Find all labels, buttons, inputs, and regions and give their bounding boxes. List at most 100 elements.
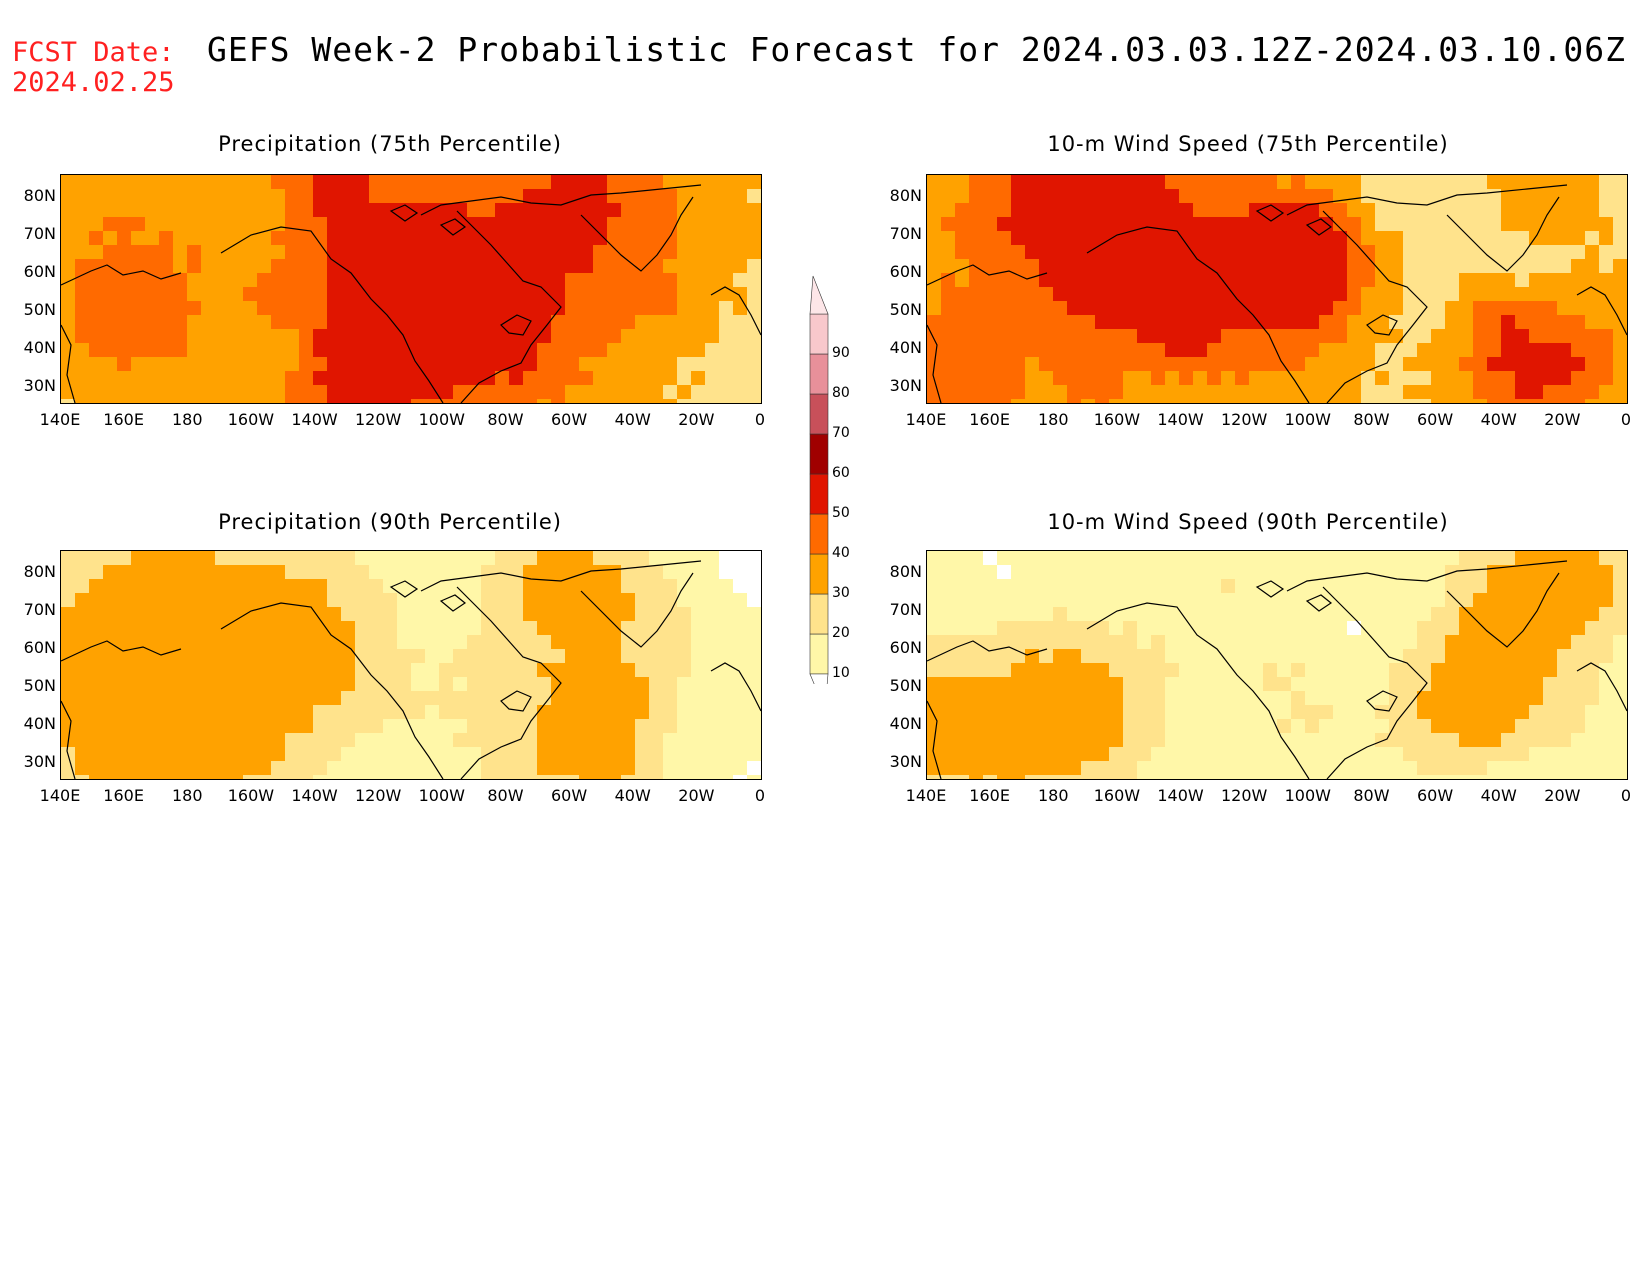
lon-tick-label: 20W bbox=[1544, 786, 1581, 805]
lon-tick-label: 160W bbox=[1093, 410, 1141, 429]
coastline bbox=[1255, 580, 1285, 598]
panel-title-precip-90: Precipitation (90th Percentile) bbox=[218, 510, 562, 534]
lon-tick-label: 60W bbox=[1416, 786, 1454, 805]
coastline bbox=[1305, 594, 1333, 612]
coastline bbox=[1366, 690, 1398, 712]
lat-tick-label: 50N bbox=[23, 676, 56, 695]
map-svg bbox=[927, 175, 1627, 403]
lat-tick-label: 30N bbox=[889, 752, 922, 771]
colorbar-swatch bbox=[809, 553, 829, 595]
colorbar-label: 80 bbox=[832, 385, 850, 401]
lat-tick-label: 80N bbox=[23, 562, 56, 581]
coastline bbox=[439, 218, 467, 236]
map-precip-75 bbox=[60, 174, 762, 404]
coastline bbox=[927, 700, 942, 779]
coastline bbox=[1286, 560, 1568, 592]
lon-tick-label: 160E bbox=[969, 410, 1010, 429]
coastline bbox=[61, 700, 76, 779]
lat-tick-label: 40N bbox=[23, 714, 56, 733]
lat-tick-label: 70N bbox=[889, 600, 922, 619]
coastline bbox=[1366, 314, 1398, 336]
map-precip-90 bbox=[60, 550, 762, 780]
lon-tick-label: 140E bbox=[905, 410, 947, 429]
lon-tick-label: 0 bbox=[1620, 410, 1632, 429]
lon-tick-label: 20W bbox=[678, 786, 715, 805]
colorbar-swatch bbox=[809, 313, 829, 355]
coastline bbox=[710, 286, 761, 336]
lat-tick-label: 80N bbox=[23, 186, 56, 205]
lon-tick-label: 160E bbox=[103, 786, 144, 805]
panel-title-precip-75: Precipitation (75th Percentile) bbox=[218, 132, 562, 156]
lon-tick-label: 120W bbox=[354, 410, 402, 429]
coastline bbox=[927, 264, 1048, 286]
coastline bbox=[456, 586, 562, 779]
panel-title-wind-75: 10-m Wind Speed (75th Percentile) bbox=[1047, 132, 1449, 156]
coastline bbox=[389, 580, 419, 598]
coastline bbox=[220, 602, 444, 779]
lon-tick-label: 80W bbox=[1353, 786, 1390, 805]
coastline bbox=[1322, 210, 1428, 403]
lat-tick-label: 40N bbox=[23, 338, 56, 357]
map-svg bbox=[61, 175, 761, 403]
lon-tick-label: 80W bbox=[487, 410, 524, 429]
lon-tick-label: 60W bbox=[550, 410, 588, 429]
coastline bbox=[1446, 572, 1560, 648]
lon-tick-label: 140W bbox=[1157, 410, 1204, 429]
lon-tick-label: 40W bbox=[1480, 410, 1517, 429]
colorbar-label: 90 bbox=[832, 345, 850, 361]
colorbar-label: 40 bbox=[832, 545, 850, 561]
lon-tick-label: 20W bbox=[678, 410, 715, 429]
lon-tick-label: 160W bbox=[227, 786, 275, 805]
colorbar-swatch bbox=[809, 513, 829, 555]
lat-tick-label: 70N bbox=[889, 224, 922, 243]
lon-tick-label: 60W bbox=[1416, 410, 1454, 429]
coastline bbox=[1576, 286, 1627, 336]
lon-tick-label: 100W bbox=[1284, 410, 1331, 429]
fcst-date-label: FCST Date: bbox=[12, 37, 175, 68]
colorbar-swatch bbox=[809, 433, 829, 475]
lon-tick-label: 60W bbox=[550, 786, 588, 805]
coastline bbox=[1255, 204, 1285, 222]
lat-tick-label: 60N bbox=[889, 638, 922, 657]
colorbar-top-triangle bbox=[809, 275, 829, 315]
map-svg bbox=[927, 551, 1627, 779]
colorbar-label: 70 bbox=[832, 425, 850, 441]
coastline bbox=[61, 640, 182, 662]
coastline bbox=[580, 572, 694, 648]
lat-tick-label: 30N bbox=[23, 376, 56, 395]
colorbar-label: 30 bbox=[832, 585, 850, 601]
coastline bbox=[500, 314, 532, 336]
lon-tick-label: 140W bbox=[1157, 786, 1204, 805]
lon-tick-label: 120W bbox=[354, 786, 402, 805]
colorbar-swatch bbox=[809, 593, 829, 635]
coastline bbox=[1305, 218, 1333, 236]
lon-tick-label: 0 bbox=[754, 410, 766, 429]
lon-tick-label: 160E bbox=[103, 410, 144, 429]
lat-tick-label: 40N bbox=[889, 338, 922, 357]
lon-tick-label: 180 bbox=[1037, 786, 1069, 805]
colorbar-label: 20 bbox=[832, 625, 850, 641]
colorbar-label: 60 bbox=[832, 465, 850, 481]
colorbar-bottom-triangle bbox=[809, 673, 829, 711]
coastline bbox=[456, 210, 562, 403]
coastline bbox=[1086, 226, 1310, 403]
coastline bbox=[1286, 184, 1568, 216]
lat-tick-label: 50N bbox=[889, 676, 922, 695]
lat-tick-label: 60N bbox=[889, 262, 922, 281]
lon-tick-label: 160E bbox=[969, 786, 1010, 805]
lon-tick-label: 160W bbox=[227, 410, 275, 429]
lon-tick-label: 180 bbox=[171, 786, 203, 805]
lon-tick-label: 20W bbox=[1544, 410, 1581, 429]
coastline bbox=[439, 594, 467, 612]
lon-tick-label: 140E bbox=[905, 786, 947, 805]
lon-tick-label: 80W bbox=[487, 786, 524, 805]
coastline bbox=[580, 196, 694, 272]
colorbar-swatch bbox=[809, 353, 829, 395]
colorbar-label: 50 bbox=[832, 505, 850, 521]
lon-tick-label: 100W bbox=[1284, 786, 1331, 805]
lat-tick-label: 80N bbox=[889, 186, 922, 205]
colorbar-swatch bbox=[809, 473, 829, 515]
map-wind-75 bbox=[926, 174, 1628, 404]
coastline bbox=[1086, 602, 1310, 779]
coastline bbox=[61, 264, 182, 286]
